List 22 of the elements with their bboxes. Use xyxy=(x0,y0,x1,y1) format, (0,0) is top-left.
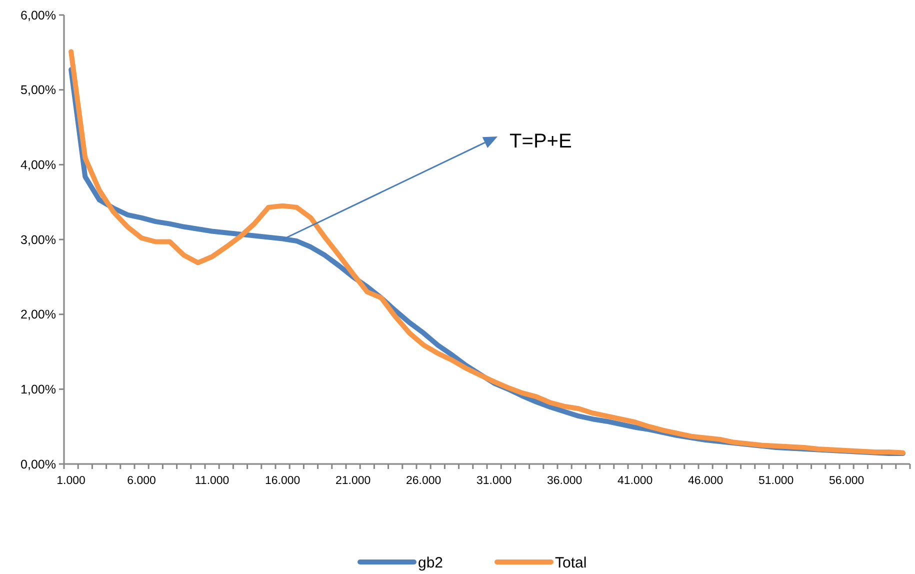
x-tick-label: 6.000 xyxy=(127,475,156,487)
y-tick-label: 3,00% xyxy=(20,232,56,247)
legend-label: Total xyxy=(555,554,587,572)
x-tick-label: 51.000 xyxy=(758,475,794,487)
x-tick-label: 11.000 xyxy=(194,475,230,487)
x-tick-label: 46.000 xyxy=(688,475,724,487)
x-tick-label: 26.000 xyxy=(406,475,442,487)
legend-label: gb2 xyxy=(418,554,444,572)
y-tick-label: 0,00% xyxy=(20,457,56,472)
x-tick-label: 16.000 xyxy=(264,475,300,487)
x-tick-label: 56.000 xyxy=(828,475,864,487)
x-tick-label: 31.000 xyxy=(476,475,512,487)
x-tick-label: 1.000 xyxy=(56,475,86,487)
y-tick-label: 2,00% xyxy=(20,308,56,322)
x-tick-label: 21.000 xyxy=(335,475,371,487)
annotation: T=P+E xyxy=(510,130,572,152)
y-tick-label: 5,00% xyxy=(20,83,56,98)
y-tick-label: 6,00% xyxy=(20,8,56,22)
x-tick-label: 36.000 xyxy=(546,475,582,487)
y-tick-label: 4,00% xyxy=(20,158,56,172)
y-tick-label: 1,00% xyxy=(20,382,56,397)
x-tick-label: 41.000 xyxy=(617,475,653,487)
